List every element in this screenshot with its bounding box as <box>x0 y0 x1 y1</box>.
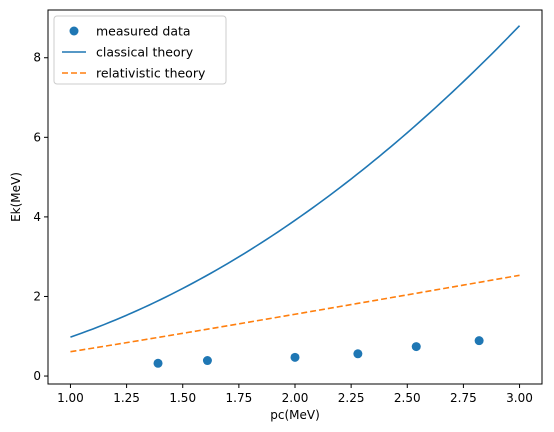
classical-theory-series <box>70 25 521 338</box>
x-axis-label: pc(MeV) <box>270 408 320 422</box>
x-tick-label: 1.50 <box>169 391 196 405</box>
data-point <box>474 336 484 346</box>
x-tick-label: 2.00 <box>282 391 309 405</box>
legend-entry: measured data <box>69 24 191 39</box>
data-point <box>290 352 300 362</box>
plot-area <box>70 25 521 368</box>
y-tick-label: 8 <box>33 51 41 65</box>
legend-label: classical theory <box>96 45 194 60</box>
x-tick-label: 3.00 <box>506 391 533 405</box>
x-tick-label: 2.25 <box>338 391 365 405</box>
x-tick-label: 1.75 <box>226 391 253 405</box>
series-line <box>70 25 521 338</box>
x-tick-label: 2.50 <box>394 391 421 405</box>
y-tick-label: 0 <box>33 369 41 383</box>
y-tick-label: 4 <box>33 210 41 224</box>
measured-data-series <box>153 336 484 368</box>
x-tick-label: 1.00 <box>57 391 84 405</box>
relativistic-theory-series <box>70 274 520 353</box>
legend-label: measured data <box>96 24 191 39</box>
data-point <box>411 342 421 352</box>
y-tick-label: 6 <box>33 130 41 144</box>
x-tick-label: 2.75 <box>450 391 477 405</box>
legend-entry: classical theory <box>62 45 194 60</box>
y-axis-label: Ek(MeV) <box>9 172 23 222</box>
legend-label: relativistic theory <box>96 66 206 81</box>
legend-box <box>53 15 227 85</box>
data-point <box>202 356 212 366</box>
series-line <box>70 274 520 353</box>
data-point <box>153 358 163 368</box>
legend-entry: relativistic theory <box>62 66 206 81</box>
y-tick-label: 2 <box>33 289 41 303</box>
ticks: 1.00 1.25 1.50 1.75 2.00 2.25 2.50 2.75 3.00 0 2 4 6… <box>33 51 533 405</box>
legend: measured data classical theory relativisti… <box>53 15 227 85</box>
x-tick-label: 1.25 <box>113 391 140 405</box>
legend-marker <box>69 26 79 36</box>
data-point <box>353 349 363 359</box>
